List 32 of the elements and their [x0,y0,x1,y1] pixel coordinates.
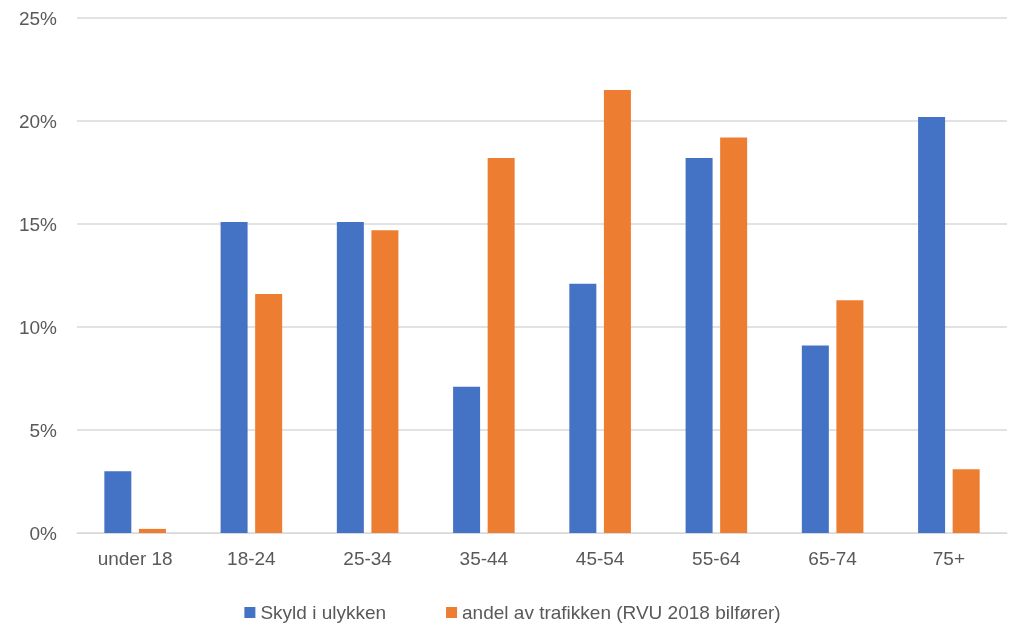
x-tick-label: 45-54 [575,548,625,569]
bar [104,471,132,533]
bar [487,158,515,533]
bar [255,294,283,533]
y-tick-label: 5% [29,419,58,441]
x-tick-label: under 18 [97,548,173,569]
bar [918,116,946,533]
bar [569,283,597,533]
bar [603,90,631,533]
y-tick-label: 25% [18,7,58,29]
bar [801,345,829,533]
legend-label: andel av trafikken (RVU 2018 bilfører) [462,602,781,623]
legend-label: Skyld i ulykken [260,602,387,623]
bar [453,386,481,533]
bar [685,158,713,533]
x-tick-label: 25-34 [343,548,393,569]
x-tick-label: 65-74 [808,548,858,569]
x-tick-label: 75+ [932,548,965,569]
x-tick-label: 35-44 [459,548,509,569]
bar [720,137,748,533]
bar [836,300,864,533]
bar [336,221,364,533]
bar [138,528,166,533]
y-tick-label: 15% [18,213,58,235]
bar [220,221,248,533]
y-tick-label: 0% [29,522,58,544]
bar [952,469,980,533]
x-tick-label: 55-64 [692,548,742,569]
x-tick-label: 18-24 [227,548,277,569]
y-tick-label: 20% [18,110,58,132]
bar [371,230,399,533]
y-tick-label: 10% [18,316,58,338]
